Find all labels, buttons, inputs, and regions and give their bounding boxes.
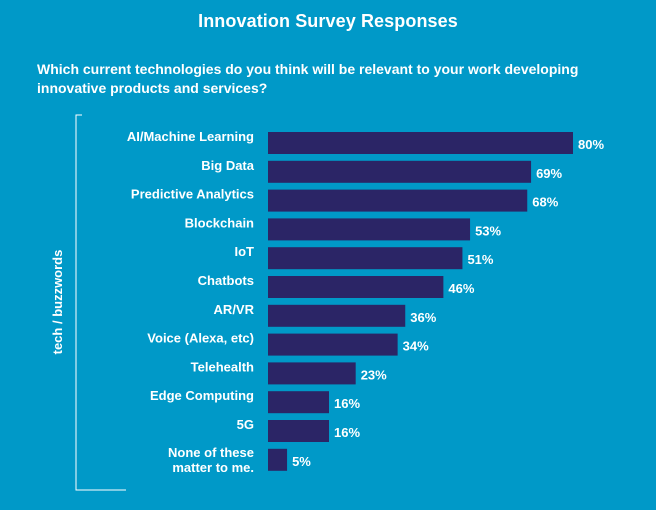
chart-title: Innovation Survey Responses: [198, 11, 458, 31]
bar: [268, 160, 532, 183]
bar: [268, 448, 288, 471]
category-label: Big Data: [201, 158, 255, 173]
bar-value-label: 34%: [403, 339, 429, 354]
bar-value-label: 53%: [475, 223, 501, 238]
category-label: AI/Machine Learning: [127, 129, 254, 144]
bar-value-label: 16%: [334, 425, 360, 440]
bar-value-label: 5%: [292, 454, 311, 469]
bar: [268, 189, 528, 212]
bar-value-label: 23%: [361, 367, 387, 382]
bar: [268, 304, 406, 327]
axis-bracket: [75, 114, 126, 491]
category-label: 5G: [237, 417, 254, 432]
bar-value-label: 16%: [334, 396, 360, 411]
category-label: Voice (Alexa, etc): [147, 331, 254, 346]
y-axis-label: tech / buzzwords: [50, 250, 65, 355]
bar-value-label: 68%: [532, 195, 558, 210]
category-label: Chatbots: [198, 273, 254, 288]
bar: [268, 391, 329, 414]
category-label: None of these matter to me.: [168, 445, 254, 475]
category-label: Blockchain: [185, 215, 254, 230]
bar-value-label: 46%: [448, 281, 474, 296]
bar: [268, 247, 463, 270]
bar: [268, 218, 471, 241]
category-label: Telehealth: [191, 359, 254, 374]
bars-group: 80% AI/Machine Learning 69% Big Data 68% Pred…: [127, 129, 605, 475]
bar-value-label: 36%: [410, 310, 436, 325]
bar: [268, 333, 398, 356]
category-label: Edge Computing: [150, 388, 254, 403]
bar: [268, 132, 573, 154]
category-label: AR/VR: [214, 302, 255, 317]
bar: [268, 276, 444, 298]
bar: [268, 362, 356, 385]
category-label: Predictive Analytics: [131, 187, 254, 202]
bar: [268, 420, 329, 442]
bar-value-label: 80%: [578, 137, 604, 152]
chart-subtitle: Which current technologies do you think …: [37, 61, 579, 96]
category-label: IoT: [235, 244, 255, 259]
bar-value-label: 51%: [467, 252, 493, 267]
bar-value-label: 69%: [536, 166, 562, 181]
